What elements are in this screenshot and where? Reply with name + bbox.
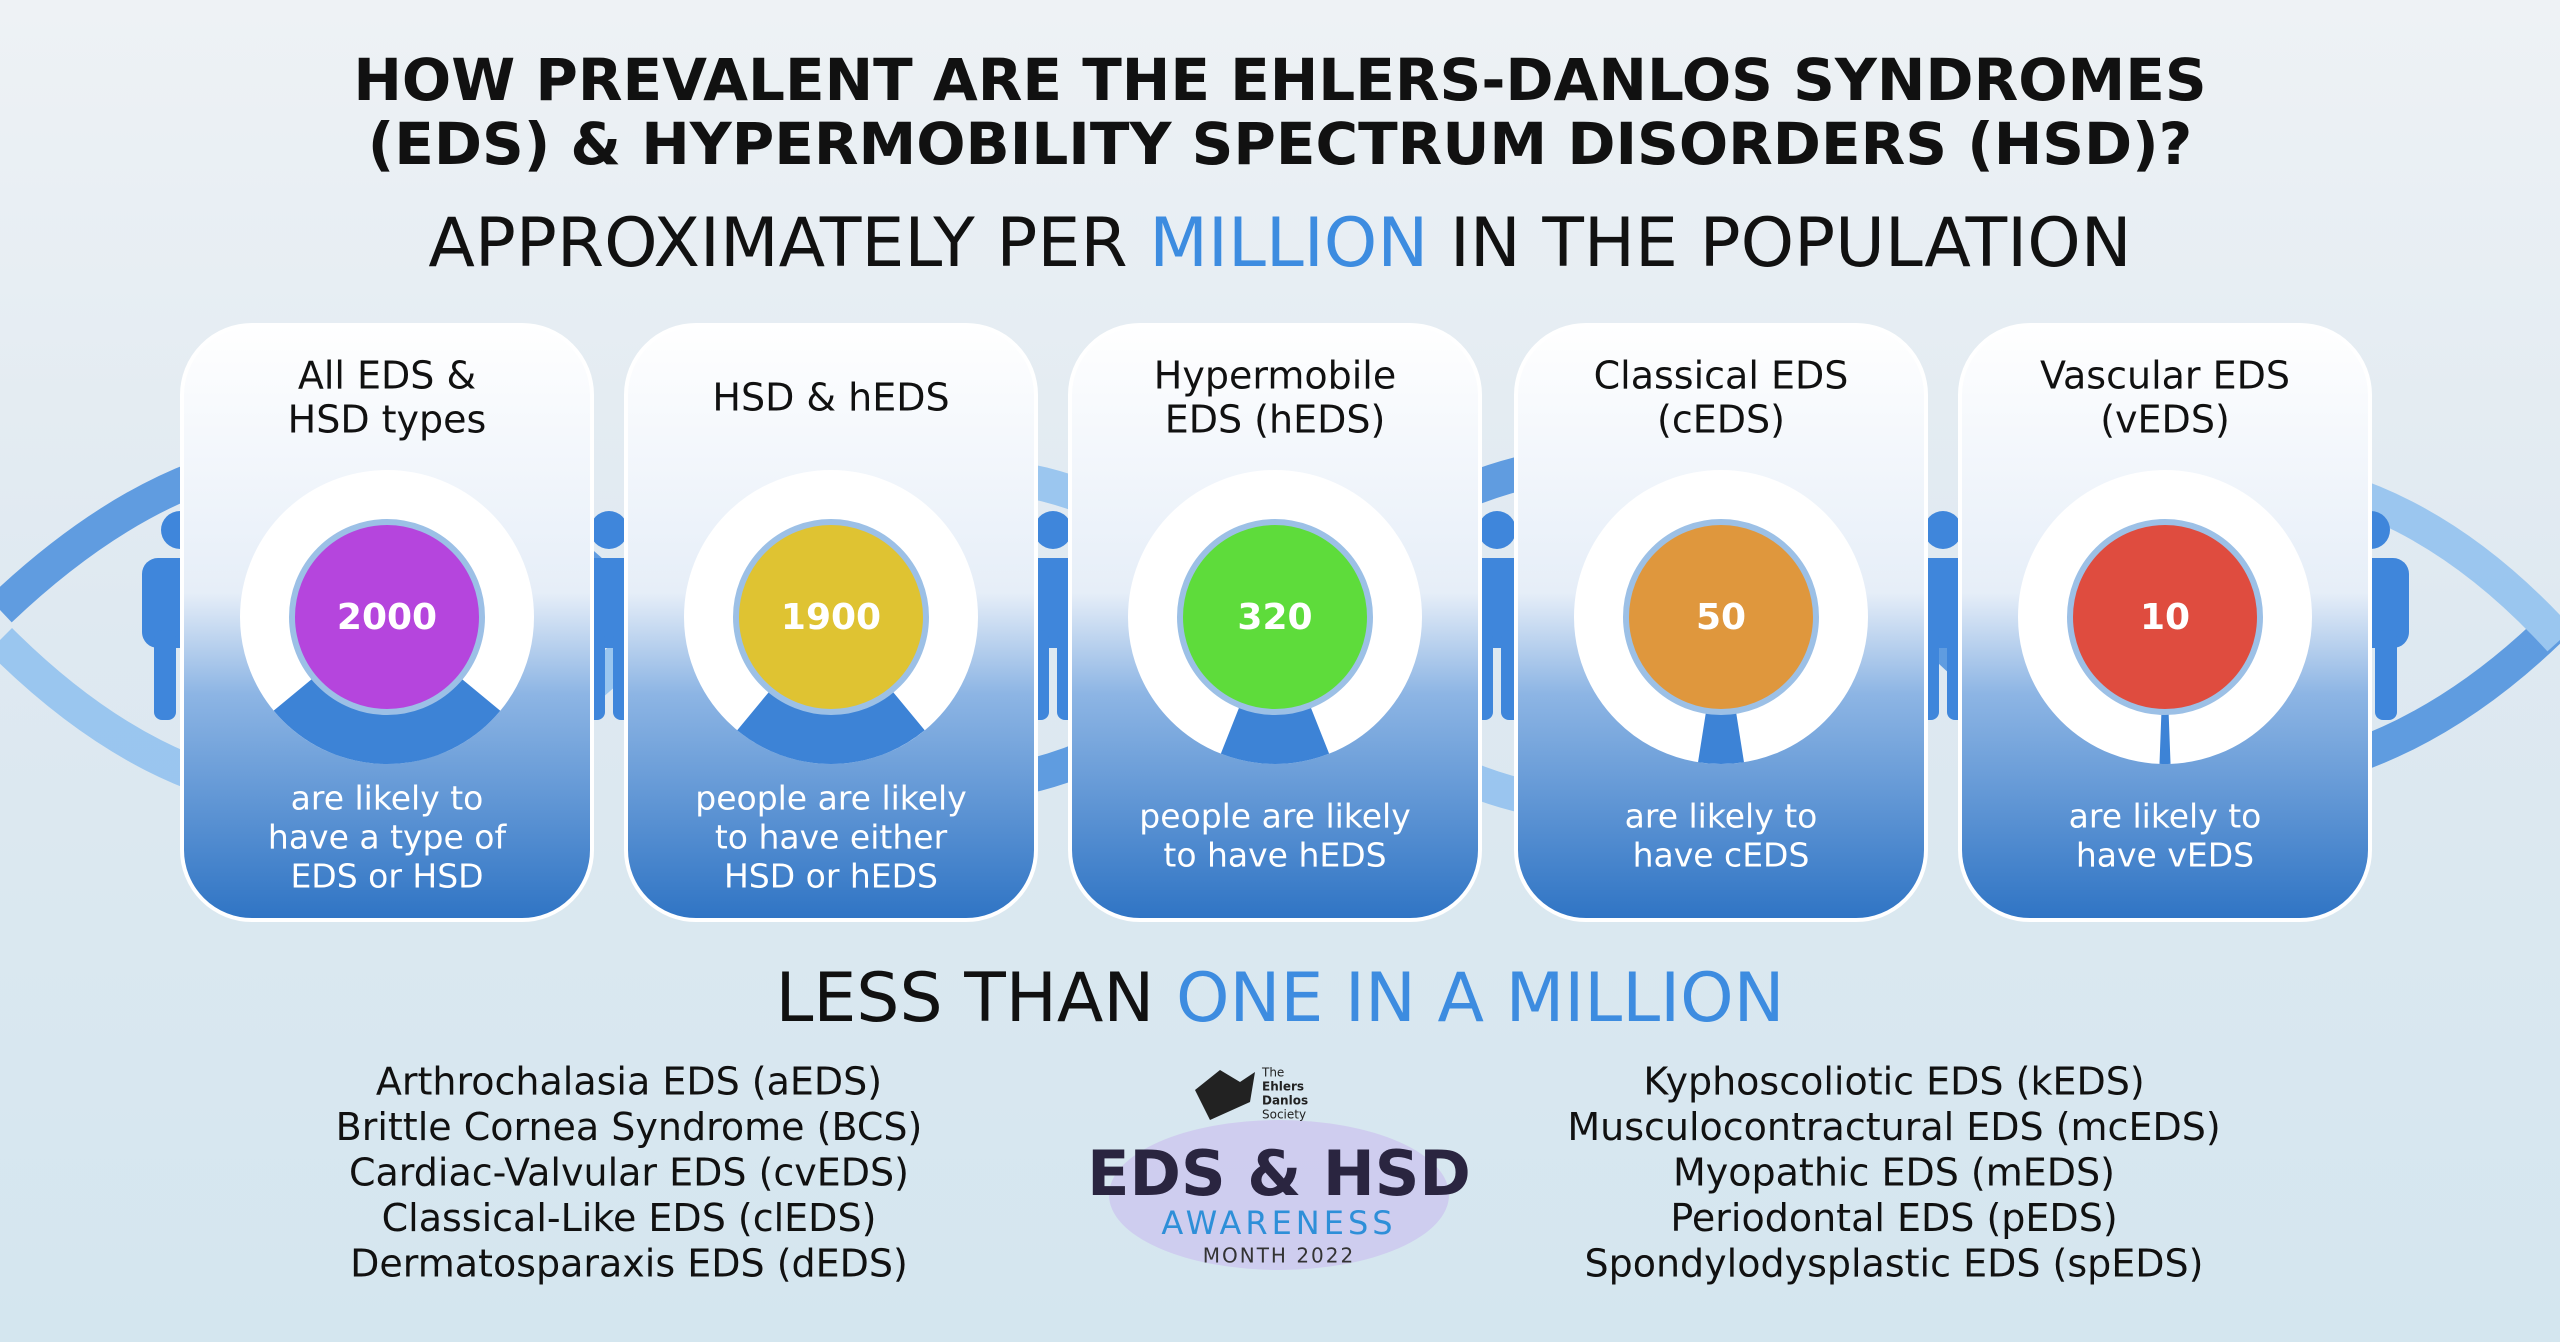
ring-arc (240, 470, 534, 764)
rare-type: Musculocontractural EDS (mcEDS) (1567, 1105, 2220, 1149)
person-leg (2375, 630, 2397, 720)
card-description: HSD or hEDS (724, 857, 938, 896)
value-circle (1177, 519, 1373, 715)
value-circle (1623, 519, 1819, 715)
logo-society: Society (1262, 1108, 1306, 1122)
title-line: HOW PREVALENT ARE THE EHLERS-DANLOS SYND… (353, 46, 2206, 114)
card-title: EDS (hEDS) (1165, 398, 1386, 442)
ring-arc (1574, 470, 1868, 764)
card-value: 50 (1696, 597, 1746, 638)
logo-glow (1109, 1120, 1449, 1270)
logo-society: Danlos (1262, 1094, 1308, 1108)
card-value: 1900 (781, 597, 881, 638)
card-description: are likely to (2069, 797, 2262, 836)
logo-society: Ehlers (1262, 1080, 1304, 1094)
card-title: (cEDS) (1657, 398, 1785, 442)
rare-type: Dermatosparaxis EDS (dEDS) (350, 1242, 908, 1286)
logo: The Ehlers Danlos Society EDS & HSD AWAR… (1087, 1066, 1471, 1270)
subtitle-highlight: MILLION (1149, 204, 1428, 283)
rare-lists: Arthrochalasia EDS (aEDS)Brittle Cornea … (336, 1060, 2221, 1286)
rare-heading: LESS THAN ONE IN A MILLION (775, 959, 1784, 1038)
card-description: people are likely (695, 779, 966, 818)
rare-type: Kyphoscoliotic EDS (kEDS) (1643, 1060, 2144, 1104)
person-leg (154, 630, 176, 720)
card-title: All EDS & (298, 354, 476, 398)
card-description: have vEDS (2076, 836, 2254, 875)
rare-type: Arthrochalasia EDS (aEDS) (376, 1060, 882, 1104)
rare-type: Spondylodysplastic EDS (spEDS) (1584, 1242, 2203, 1286)
rare-heading-part: LESS THAN (775, 959, 1154, 1038)
rare-type: Cardiac-Valvular EDS (cvEDS) (349, 1151, 909, 1195)
card-value: 10 (2140, 597, 2190, 638)
person-head (1478, 511, 1516, 549)
card-description: to have hEDS (1163, 836, 1386, 875)
title-line: (EDS) & HYPERMOBILITY SPECTRUM DISORDERS… (368, 110, 2193, 178)
subtitle-part: APPROXIMATELY PER (428, 204, 1127, 283)
person-head (1034, 511, 1072, 549)
rare-type: Periodontal EDS (pEDS) (1670, 1196, 2117, 1240)
value-circle (289, 519, 485, 715)
card-description: EDS or HSD (290, 857, 483, 896)
person-head (1924, 511, 1962, 549)
rare-type: Brittle Cornea Syndrome (BCS) (336, 1105, 923, 1149)
card-value: 2000 (337, 597, 437, 638)
card-title: Vascular EDS (2040, 354, 2290, 398)
ring-arc (1128, 470, 1422, 764)
logo-zebra (1195, 1070, 1255, 1120)
card-title: Hypermobile (1154, 354, 1396, 398)
logo-society: The (1261, 1066, 1284, 1080)
logo-awareness: AWARENESS (1161, 1204, 1396, 1242)
subtitle: APPROXIMATELY PER MILLION IN THE POPULAT… (428, 204, 2131, 283)
card-description: have a type of (268, 818, 508, 857)
card-value: 320 (1237, 597, 1312, 638)
card-title: HSD & hEDS (712, 376, 949, 420)
ring-arc (684, 470, 978, 764)
card-title: Classical EDS (1594, 354, 1849, 398)
card-description: to have either (715, 818, 948, 857)
card-title: HSD types (288, 398, 487, 442)
ring-arc (2018, 470, 2312, 764)
card-description: are likely to (291, 779, 484, 818)
rare-type: Myopathic EDS (mEDS) (1673, 1151, 2115, 1195)
card-title: (vEDS) (2100, 398, 2230, 442)
logo-main: EDS & HSD (1087, 1137, 1471, 1210)
logo-month: MONTH 2022 (1203, 1244, 1355, 1268)
rare-heading-highlight: ONE IN A MILLION (1176, 959, 1785, 1038)
card-description: are likely to (1625, 797, 1818, 836)
person-head (590, 511, 628, 549)
card-description: have cEDS (1633, 836, 1810, 875)
subtitle-part: IN THE POPULATION (1450, 204, 2132, 283)
value-circle (2067, 519, 2263, 715)
card-description: people are likely (1139, 797, 1410, 836)
value-circle (733, 519, 929, 715)
rare-type: Classical-Like EDS (clEDS) (382, 1196, 877, 1240)
